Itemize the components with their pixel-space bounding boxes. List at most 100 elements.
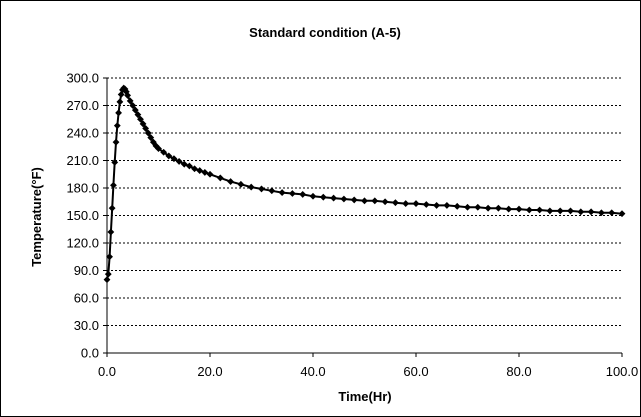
data-point <box>464 203 471 211</box>
y-tick-label: 240.0 <box>66 126 99 141</box>
data-point <box>227 178 234 185</box>
data-point <box>587 208 595 216</box>
data-point <box>515 205 523 213</box>
data-point <box>142 125 150 132</box>
x-tick-label: 40.0 <box>300 364 325 379</box>
data-point <box>111 158 119 166</box>
data-point <box>137 115 144 123</box>
data-point <box>309 192 317 200</box>
x-tick-label: 100.0 <box>606 364 639 379</box>
data-point <box>180 160 188 168</box>
data-point <box>196 167 204 174</box>
data-point <box>201 169 209 176</box>
data-point <box>175 158 183 165</box>
data-point <box>268 187 276 195</box>
data-point <box>536 206 543 214</box>
data-point <box>392 199 399 207</box>
data-point <box>340 195 348 203</box>
data-point <box>577 208 585 216</box>
axes <box>103 77 623 357</box>
y-tick-label: 120.0 <box>66 236 99 251</box>
data-point <box>422 201 430 208</box>
data-point <box>144 129 152 137</box>
data-point <box>495 204 502 212</box>
data-point <box>350 196 358 204</box>
x-tick-label: 0.0 <box>98 364 116 379</box>
data-point <box>126 97 134 105</box>
y-axis-label: Temperature(°F) <box>29 167 44 267</box>
data-point <box>112 138 120 146</box>
x-tick-label: 20.0 <box>197 364 222 379</box>
data-point <box>258 185 265 193</box>
data-point <box>371 197 379 205</box>
data-point <box>608 209 616 217</box>
data-point <box>131 106 139 114</box>
temperature-series <box>103 84 626 284</box>
data-point <box>381 198 389 206</box>
data-point <box>124 92 131 99</box>
data-point <box>453 202 461 210</box>
data-point <box>115 109 122 117</box>
data-point <box>556 207 564 215</box>
y-tick-label: 0.0 <box>81 346 99 361</box>
y-tick-label: 150.0 <box>66 208 99 223</box>
data-point <box>152 142 160 150</box>
grid-lines <box>107 77 622 326</box>
x-tick-label: 80.0 <box>506 364 531 379</box>
x-tick-labels: 0.0 20.0 40.0 60.0 80.0 100.0 <box>98 364 638 379</box>
data-point <box>216 174 224 182</box>
y-tick-label: 300.0 <box>66 71 99 86</box>
data-point <box>598 209 605 217</box>
data-point <box>206 170 214 178</box>
data-point <box>107 228 115 236</box>
data-point <box>113 122 121 130</box>
data-point <box>567 207 574 215</box>
series-line <box>106 86 623 280</box>
data-point <box>160 148 168 156</box>
data-point <box>247 183 255 191</box>
data-point <box>299 191 307 198</box>
data-point <box>110 181 117 189</box>
x-tick-label: 60.0 <box>403 364 428 379</box>
y-tick-label: 90.0 <box>74 263 99 278</box>
data-point <box>134 111 142 119</box>
chart-title: Standard condition (A-5) <box>249 25 401 40</box>
data-point <box>116 98 124 106</box>
y-tick-label: 210.0 <box>66 153 99 168</box>
data-point <box>191 165 198 173</box>
data-point <box>319 193 327 201</box>
data-point <box>546 207 554 215</box>
y-tick-label: 270.0 <box>66 98 99 113</box>
x-axis-label: Time(Hr) <box>338 389 391 404</box>
data-point <box>237 180 245 188</box>
data-point <box>108 204 116 212</box>
data-point <box>186 162 193 170</box>
y-tick-label: 180.0 <box>66 181 99 196</box>
data-point <box>433 202 440 209</box>
data-point <box>155 145 162 152</box>
data-point <box>505 205 513 213</box>
data-point <box>103 276 111 284</box>
data-point <box>618 210 626 218</box>
data-point <box>104 270 112 278</box>
y-tick-label: 30.0 <box>74 318 99 333</box>
data-point <box>165 152 173 160</box>
data-point <box>147 134 155 141</box>
data-point <box>170 155 178 163</box>
data-point <box>289 190 296 197</box>
data-point <box>412 200 420 207</box>
data-point <box>139 120 147 128</box>
data-point <box>129 102 137 109</box>
y-tick-labels: 0.0 30.0 60.0 90.0 120.0 150.0 180.0 210.0 240.0… <box>66 71 99 361</box>
data-point <box>484 204 492 212</box>
data-point <box>106 253 113 261</box>
y-tick-label: 60.0 <box>74 291 99 306</box>
data-point <box>525 206 533 214</box>
data-point <box>278 189 286 196</box>
data-point <box>443 202 451 209</box>
data-point <box>361 197 368 205</box>
data-point <box>330 194 337 202</box>
data-point <box>474 203 482 211</box>
